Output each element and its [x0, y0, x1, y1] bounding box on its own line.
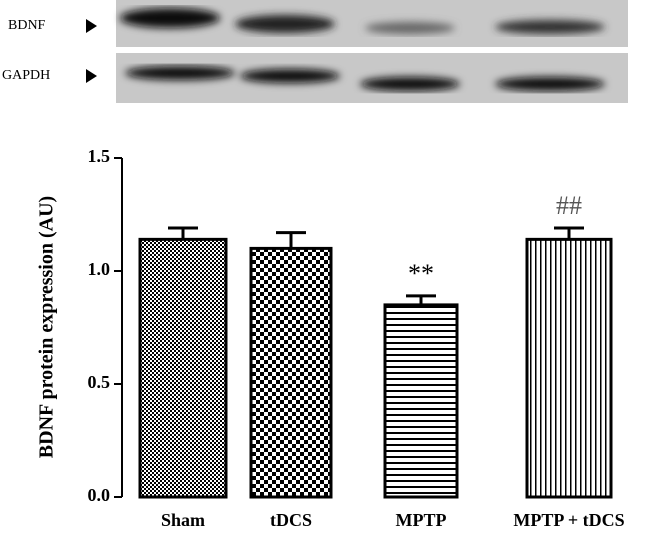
western-blot: BDNF GAPDH: [2, 0, 628, 103]
y-tick-label: 1.5: [88, 146, 111, 166]
arrow: [86, 69, 97, 83]
bar: [525, 237, 613, 499]
y-axis-label: BDNF protein expression (AU): [36, 196, 58, 458]
x-tick-label: tDCS: [270, 510, 312, 530]
blot-label: GAPDH: [2, 68, 50, 83]
x-tick-label: MPTP + tDCS: [513, 510, 624, 530]
x-tick-label: Sham: [161, 510, 205, 530]
bar: [383, 303, 459, 499]
y-tick-label: 0.0: [88, 485, 111, 505]
significance-label: ##: [556, 191, 582, 220]
x-tick-label: MPTP: [396, 510, 447, 530]
bar: [249, 246, 333, 499]
arrow: [86, 19, 97, 33]
bar: [138, 237, 228, 499]
y-tick-label: 1.0: [88, 259, 111, 279]
blot-label: BDNF: [8, 18, 46, 33]
significance-label: **: [408, 259, 434, 288]
y-tick-label: 0.5: [88, 372, 111, 392]
